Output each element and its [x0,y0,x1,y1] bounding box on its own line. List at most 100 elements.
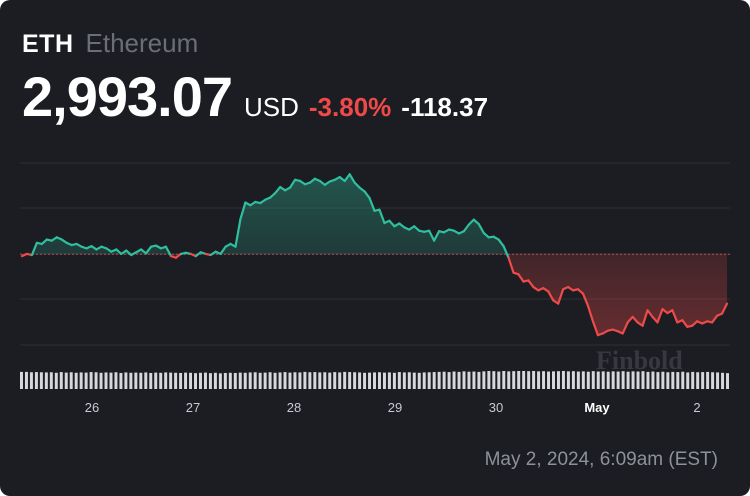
volume-bar [84,372,88,389]
x-tick-label: 27 [185,400,201,415]
price-line-segment [691,320,699,327]
volume-bar [666,372,670,389]
volume-bar [64,372,68,389]
volume-bar [189,372,193,389]
volume-bar [616,371,620,389]
volume-bar [462,371,466,389]
volume-bar [373,372,376,389]
volume-bar [228,372,232,389]
volume-bar [213,372,217,389]
price-line-segment [507,256,515,274]
volume-bar [94,372,98,389]
volume-bar [601,371,605,389]
change-percent: -3.80% [308,92,392,122]
volume-bar [298,372,302,389]
change-absolute: -118.37 [401,92,489,122]
volume-bar [611,371,615,389]
volume-bar [323,372,327,389]
volume-bar [701,372,705,389]
volume-bar [517,371,521,389]
asset-name: Ethereum [85,28,199,58]
volume-bar [114,372,118,389]
asset-header: ETH Ethereum [22,28,198,58]
volume-bar [34,372,38,389]
price-line-segment [219,245,227,255]
volume-bar [134,372,138,389]
volume-bar [716,372,720,389]
volume-bar [721,372,725,389]
price-line-segment [720,302,729,315]
volume-bar [243,372,247,389]
area-below [22,254,727,336]
volume-bar [447,372,451,389]
volume-bar [233,372,237,389]
volume-bar [382,372,386,389]
volume-bar [542,371,546,389]
current-price: 2,993.07 [22,65,233,128]
volume-bar [124,372,128,389]
volume-bar [397,372,401,389]
price-line-segment [482,231,490,239]
volume-bar [268,372,272,389]
volume-bar [44,372,48,389]
price-row: 2,993.07 USD -3.80% -118.37 [22,66,488,128]
volume-bar [139,372,143,389]
price-line-segment [145,245,153,255]
volume-bar [20,371,23,389]
volume-bar [109,372,113,389]
volume-bar [69,372,73,389]
price-line-segment [711,314,719,324]
volume-bar [99,372,103,389]
price-line-segment [557,288,565,305]
price-line-segment [348,173,356,184]
volume-bar [636,371,640,389]
volume-bar [169,372,173,389]
volume-bar [656,372,660,389]
volume-bar [263,372,267,389]
volume-bar [387,372,391,389]
volume-bar [218,373,222,389]
volume-bar [427,372,431,389]
volume-bar [472,371,476,389]
volume-bar [363,372,367,389]
price-line-segment [671,309,679,324]
price-line-segment [368,196,376,212]
volume-bar [432,372,436,389]
price-line-segment [428,229,436,242]
volume-bar [104,372,108,389]
volume-bar [482,371,486,389]
price-line-segment [581,292,590,307]
volume-bar [79,372,83,389]
volume-bar [198,372,202,389]
price-line-segment [467,218,475,226]
volume-bar [452,371,456,389]
price-line-segment [681,319,689,328]
x-tick-label: 2 [693,400,701,415]
ticker-symbol: ETH [22,30,74,58]
volume-bar [711,372,715,389]
volume-bar [402,372,406,389]
volume-bar [537,371,541,389]
volume-bar [24,371,28,389]
volume-bar [368,372,372,389]
volume-bar [318,372,322,389]
volume-bar [129,372,133,389]
volume-bar [29,372,33,389]
price-line-segment [502,245,510,259]
volume-bar [681,371,685,389]
volume-bar [671,371,675,389]
volume-bar [606,371,610,389]
volume-bar [328,372,332,389]
volume-bar [303,371,307,389]
volume-bar [442,371,446,389]
volume-bar [39,372,43,389]
x-tick-label: 30 [488,400,504,415]
volume-bar [392,372,396,389]
volume-bar [293,372,297,389]
x-tick-label: 29 [387,400,403,415]
volume-bar [561,371,565,389]
price-line-segment [517,273,525,283]
volume-bar [552,371,555,389]
price-line-segment [274,185,282,195]
